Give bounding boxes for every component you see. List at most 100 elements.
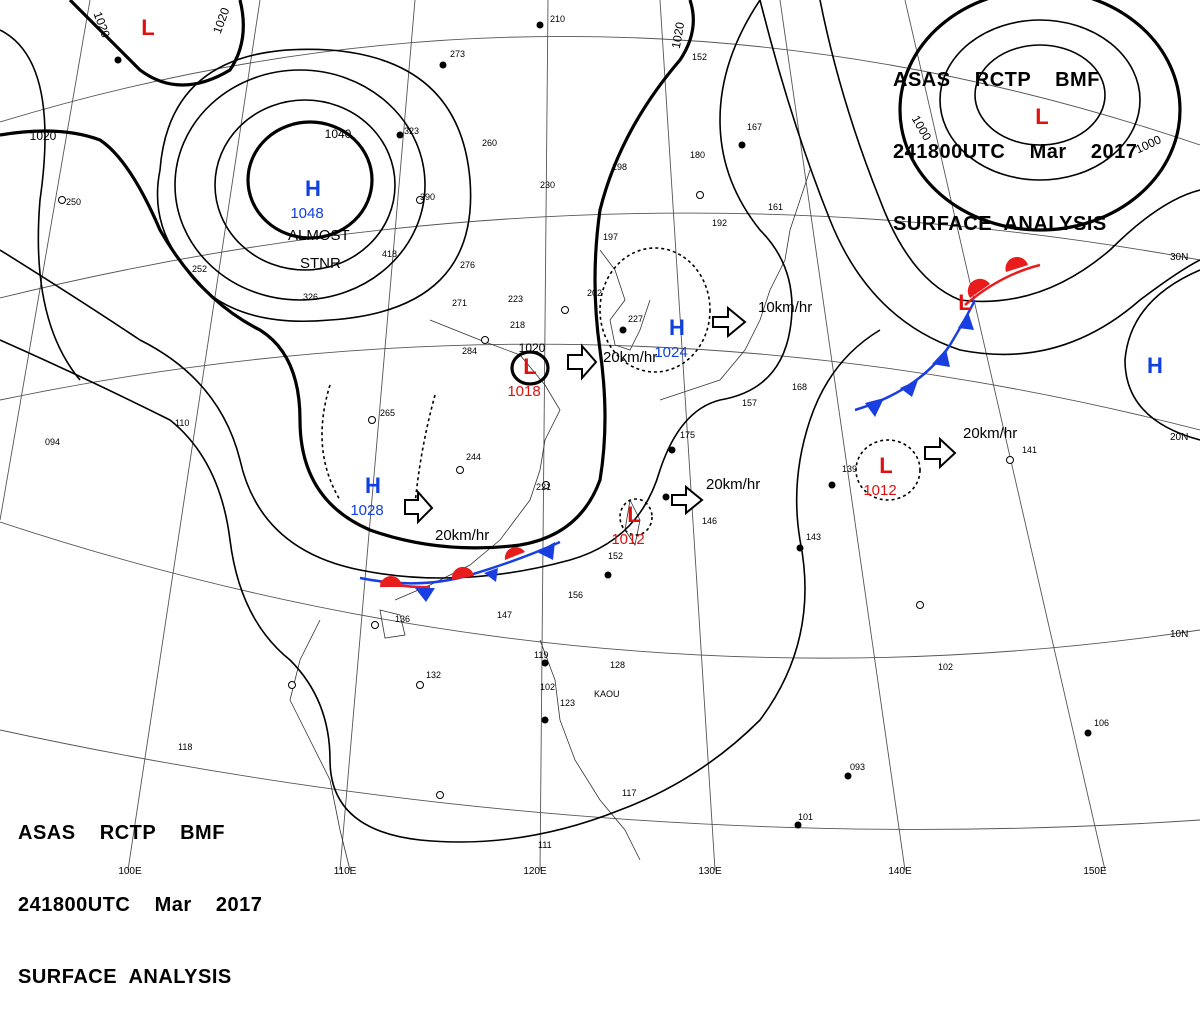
station-marker xyxy=(796,544,804,552)
pressure-center-value: 1012 xyxy=(611,531,644,548)
station-pressure-value: 094 xyxy=(45,437,60,447)
cold-front-tri xyxy=(484,568,498,582)
header-line-2: 241800UTC Mar 2017 xyxy=(18,894,263,916)
cold-front-tri xyxy=(865,398,884,417)
station-marker xyxy=(288,681,296,689)
header-top-right: ASAS RCTP BMF 241800UTC Mar 2017 SURFACE… xyxy=(893,20,1137,260)
station-marker xyxy=(662,493,670,501)
station-marker xyxy=(481,336,489,344)
indochina-coastline xyxy=(289,619,351,871)
station-values-layer: 210 273 323 260 390 230 198 180 167 152 250 252 326 4… xyxy=(45,14,1109,850)
station-markers xyxy=(114,21,1092,829)
cold-front-tri xyxy=(958,312,974,330)
station-pressure-value: 192 xyxy=(712,218,727,228)
pressure-center-value: 1028 xyxy=(350,502,383,519)
annotations-layer: ALMOST STNR KAOU xyxy=(288,227,620,699)
station-pressure-value: 276 xyxy=(460,260,475,270)
warm-front-semicircle xyxy=(451,566,474,580)
station-pressure-value: 146 xyxy=(702,516,717,526)
station-pressure-value: 117 xyxy=(622,788,636,798)
hainan-coastline xyxy=(379,609,406,639)
station-marker xyxy=(542,481,550,489)
motion-speed-label: 20km/hr xyxy=(603,349,657,366)
station-pressure-value: 180 xyxy=(690,150,705,160)
motion-arrow xyxy=(924,436,957,470)
station-pressure-value: 167 xyxy=(747,122,762,132)
philippines-coastline xyxy=(539,639,641,861)
longitude-line-130e xyxy=(659,0,716,871)
pressure-center-value: 1012 xyxy=(863,482,896,499)
station-marker xyxy=(828,481,836,489)
station-pressure-value: 132 xyxy=(426,670,441,680)
station-pressure-value: 139 xyxy=(842,464,857,474)
station-pressure-value: 218 xyxy=(510,320,525,330)
station-marker xyxy=(436,791,444,799)
high-pressure-symbol: H xyxy=(305,176,321,201)
station-marker xyxy=(456,466,464,474)
motion-arrow xyxy=(671,484,704,516)
station-pressure-value: 106 xyxy=(1094,718,1109,728)
isobar-low-1018 xyxy=(510,350,550,386)
header-line-1: ASAS RCTP BMF xyxy=(893,69,1100,91)
motion-speed-label: 20km/hr xyxy=(963,425,1017,442)
motion-speed-label: 10km/hr xyxy=(758,299,812,316)
motion-speed-label: 20km/hr xyxy=(435,527,489,544)
isobar-low-1000 xyxy=(898,0,1182,232)
station-marker xyxy=(696,191,704,199)
pressure-centers-layer: H 1048 H 1028 H 1024 H L 1018 L 1012 L 1012 L L L xyxy=(141,15,1163,548)
station-marker xyxy=(58,196,66,204)
station-pressure-value: 101 xyxy=(798,812,813,822)
station-pressure-value: 221 xyxy=(536,482,551,492)
station-pressure-value: 102 xyxy=(938,662,953,672)
isobar-1020-nw xyxy=(68,0,245,87)
station-marker xyxy=(604,571,612,579)
annotation-text: ALMOST xyxy=(288,227,350,244)
longitude-line-120e xyxy=(539,0,549,871)
station-pressure-value: 152 xyxy=(608,551,623,561)
cold-front-tri xyxy=(932,349,950,367)
station-marker xyxy=(536,21,544,29)
station-marker xyxy=(368,416,376,424)
high-pressure-symbol: H xyxy=(365,473,381,498)
station-marker xyxy=(371,621,379,629)
station-marker xyxy=(561,306,569,314)
station-name-label: KAOU xyxy=(594,689,620,699)
longitude-label: 110E xyxy=(334,866,357,877)
isobar-east-outer xyxy=(819,0,1200,303)
longitude-label: 100E xyxy=(118,866,142,877)
station-pressure-value: 102 xyxy=(540,682,555,692)
isobar-outer-south xyxy=(0,329,881,843)
low-pressure-symbol: L xyxy=(523,354,536,379)
station-pressure-value: 175 xyxy=(680,430,695,440)
latitude-label: 30N xyxy=(1170,252,1188,263)
isobar-east-far xyxy=(759,0,1200,356)
dotted-trough-1 xyxy=(321,384,341,501)
station-pressure-value: 119 xyxy=(534,650,548,660)
longitude-label: 150E xyxy=(1083,866,1107,877)
korea-coastline xyxy=(599,249,651,351)
isobar-label: 1020 xyxy=(669,21,687,50)
latitude-label: 10N xyxy=(1170,629,1188,640)
station-pressure-value: 161 xyxy=(768,202,783,212)
longitude-label: 130E xyxy=(698,866,722,877)
isobar-east-high xyxy=(1124,269,1200,441)
low-pressure-symbol: L xyxy=(141,15,154,40)
station-marker xyxy=(619,326,627,334)
station-pressure-value: 157 xyxy=(742,398,757,408)
pressure-center-value: 1018 xyxy=(507,383,540,400)
longitude-label: 140E xyxy=(888,866,912,877)
high-pressure-symbol: H xyxy=(669,315,685,340)
station-pressure-value: 136 xyxy=(395,614,410,624)
warm-front-east xyxy=(964,256,1041,306)
isobar-1020-north xyxy=(0,0,695,550)
station-marker xyxy=(416,196,424,204)
station-pressure-value: 141 xyxy=(1022,445,1037,455)
low-pressure-symbol: L xyxy=(1035,104,1048,129)
coastlines xyxy=(289,169,811,871)
dotted-systems xyxy=(321,247,921,536)
warm-front-semicircle xyxy=(504,547,525,560)
isobar-label: 1020 xyxy=(30,129,57,143)
station-pressure-value: 250 xyxy=(66,197,81,207)
station-pressure-value: 123 xyxy=(560,698,575,708)
